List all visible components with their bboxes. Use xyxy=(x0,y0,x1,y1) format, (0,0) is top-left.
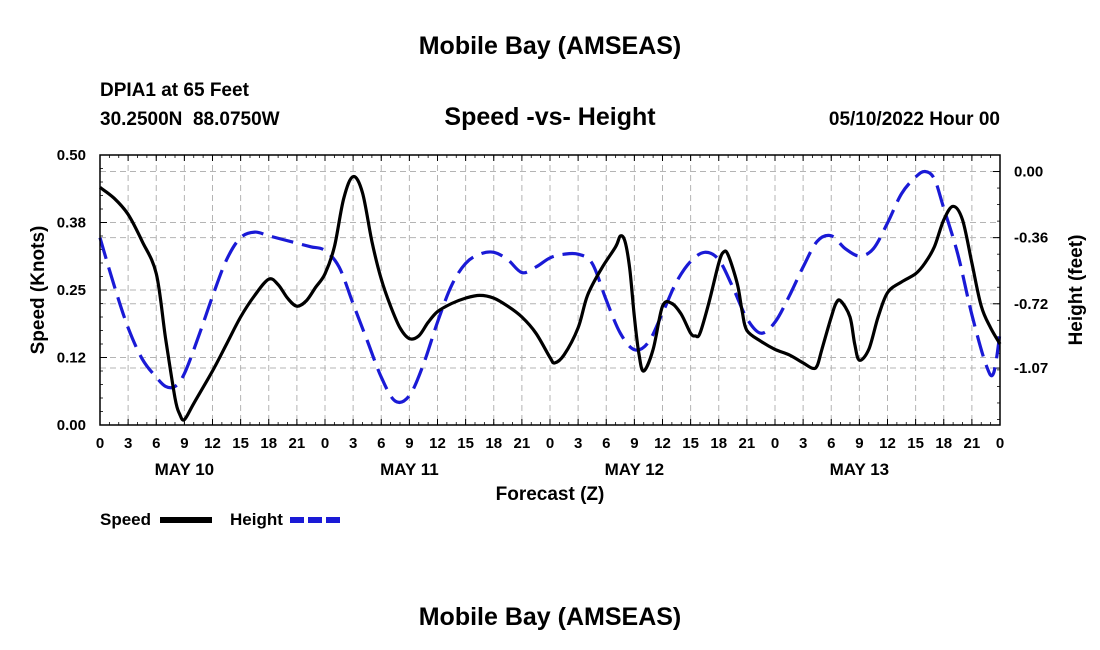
x-tick-label: 6 xyxy=(827,435,835,452)
x-axis-label: Forecast (Z) xyxy=(496,484,605,505)
series-lines xyxy=(98,169,1002,422)
x-tick-label: 0 xyxy=(546,435,554,452)
x-tick-label: 3 xyxy=(349,435,357,452)
x-tick-label: 18 xyxy=(260,435,277,452)
x-tick-label: 3 xyxy=(799,435,807,452)
y-tick-label-left: 0.25 xyxy=(57,282,86,299)
x-tick-label: 15 xyxy=(907,435,924,452)
x-tick-label: 21 xyxy=(289,435,306,452)
x-tick-label: 12 xyxy=(879,435,896,452)
y-tick-label-left: 0.12 xyxy=(57,350,86,367)
y-tick-label-left: 0.38 xyxy=(57,215,86,232)
x-tick-label: 18 xyxy=(710,435,727,452)
x-tick-label: 12 xyxy=(654,435,671,452)
x-tick-label: 6 xyxy=(377,435,385,452)
x-tick-label: 0 xyxy=(321,435,329,452)
x-tick-label: 15 xyxy=(682,435,699,452)
x-tick-label: 6 xyxy=(602,435,610,452)
y-tick-label-left: 0.00 xyxy=(57,417,86,434)
left-axis-label: Speed (Knots) xyxy=(28,226,49,355)
y-tick-label-right: -0.36 xyxy=(1014,230,1048,247)
x-tick-label: 18 xyxy=(485,435,502,452)
right-axis-label: Height (feet) xyxy=(1066,235,1087,346)
x-tick-label: 21 xyxy=(964,435,981,452)
y-tick-label-right: -1.07 xyxy=(1014,360,1048,377)
x-tick-label: 9 xyxy=(855,435,863,452)
y-tick-label-right: 0.00 xyxy=(1014,164,1043,181)
x-tick-label: 15 xyxy=(232,435,249,452)
tick-labels: 0 3 6 9 12 15 18 21 0 3 6 9 12 15 18 21 0 3 6 9 12 15 18 21 0 3 6 9… xyxy=(57,147,1048,479)
x-tick-label: 15 xyxy=(457,435,474,452)
y-tick-label-right: -0.72 xyxy=(1014,296,1048,313)
legend: Speed Height xyxy=(100,510,342,529)
y-tick-label-left: 0.50 xyxy=(57,147,86,164)
chart-subtitle: Speed -vs- Height xyxy=(444,103,656,131)
legend-label-height: Height xyxy=(230,510,283,529)
x-tick-label: 9 xyxy=(180,435,188,452)
grid-lines xyxy=(100,155,1000,425)
x-tick-label: 21 xyxy=(739,435,756,452)
x-tick-label: 12 xyxy=(429,435,446,452)
x-tick-label: 6 xyxy=(152,435,160,452)
day-label: MAY 10 xyxy=(155,460,215,479)
x-tick-label: 21 xyxy=(514,435,531,452)
x-tick-label: 12 xyxy=(204,435,221,452)
footer-title: Mobile Bay (AMSEAS) xyxy=(419,603,682,631)
series-line-height xyxy=(98,169,1002,405)
day-label: MAY 11 xyxy=(380,460,439,479)
day-label: MAY 13 xyxy=(830,460,890,479)
x-tick-label: 3 xyxy=(574,435,582,452)
x-tick-label: 0 xyxy=(996,435,1004,452)
x-tick-label: 18 xyxy=(935,435,952,452)
x-tick-label: 9 xyxy=(405,435,413,452)
coordinates-label: 30.2500N 88.0750W xyxy=(100,109,280,130)
x-tick-label: 3 xyxy=(124,435,132,452)
day-label: MAY 12 xyxy=(605,460,665,479)
chart-title: Mobile Bay (AMSEAS) xyxy=(419,32,682,60)
forecast-datetime: 05/10/2022 Hour 00 xyxy=(829,109,1000,130)
x-tick-label: 0 xyxy=(96,435,104,452)
series-line-speed xyxy=(99,174,1002,422)
station-label: DPIA1 at 65 Feet xyxy=(100,80,250,101)
plot-frame xyxy=(99,154,1001,426)
x-tick-label: 9 xyxy=(630,435,638,452)
x-tick-label: 0 xyxy=(771,435,779,452)
legend-label-speed: Speed xyxy=(100,510,151,529)
